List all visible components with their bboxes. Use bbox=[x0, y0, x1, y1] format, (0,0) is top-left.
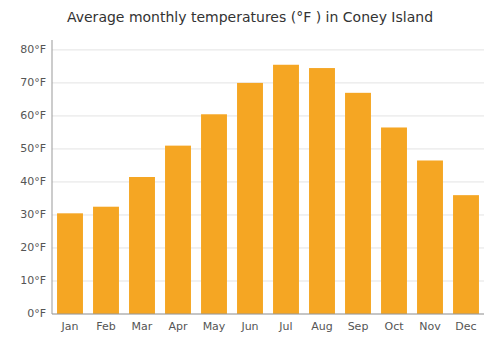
y-tick-label: 10°F bbox=[20, 274, 46, 287]
x-tick-label: May bbox=[203, 320, 226, 333]
bar bbox=[417, 160, 443, 314]
grid-line bbox=[52, 314, 484, 315]
y-axis-line bbox=[52, 40, 53, 314]
x-tick-label: Jan bbox=[61, 320, 79, 333]
y-tick-label: 0°F bbox=[27, 307, 46, 320]
bar bbox=[165, 146, 191, 314]
x-tick-labels: Jan Feb Mar Apr May Jun Jul Aug Sep Oct Nov Dec bbox=[61, 320, 477, 333]
bar bbox=[129, 177, 155, 314]
bar bbox=[309, 68, 335, 314]
x-tick-label: Apr bbox=[168, 320, 188, 333]
y-tick-label: 30°F bbox=[20, 208, 46, 221]
x-tick-label: Dec bbox=[455, 320, 476, 333]
x-axis-line bbox=[52, 314, 484, 315]
chart-svg: 0°F 10°F 20°F 30°F 40°F 50°F 60°F 70°F 80°F Jan Fe… bbox=[0, 0, 500, 350]
grid-line bbox=[52, 82, 484, 83]
x-tick-label: Jun bbox=[240, 320, 258, 333]
grid-line bbox=[52, 49, 484, 50]
x-tick-label: Aug bbox=[311, 320, 332, 333]
x-tick-label: Nov bbox=[419, 320, 441, 333]
bar bbox=[237, 83, 263, 314]
y-tick-label: 20°F bbox=[20, 241, 46, 254]
title: Average monthly temperatures (°F ) in Co… bbox=[67, 9, 433, 25]
y-tick-label: 70°F bbox=[20, 76, 46, 89]
y-tick-label: 80°F bbox=[20, 43, 46, 56]
x-tick-label: Jul bbox=[278, 320, 292, 333]
x-tick-label: Oct bbox=[384, 320, 404, 333]
x-tick-label: Sep bbox=[348, 320, 369, 333]
chart-container: 0°F 10°F 20°F 30°F 40°F 50°F 60°F 70°F 80°F Jan Fe… bbox=[0, 0, 500, 350]
y-tick-labels: 0°F 10°F 20°F 30°F 40°F 50°F 60°F 70°F 80°F bbox=[20, 43, 46, 320]
bar bbox=[381, 127, 407, 314]
x-tick-label: Mar bbox=[132, 320, 153, 333]
bar bbox=[453, 195, 479, 314]
y-grid bbox=[52, 50, 484, 314]
bar bbox=[345, 93, 371, 314]
grid-line bbox=[52, 148, 484, 149]
y-tick-label: 40°F bbox=[20, 175, 46, 188]
grid-line bbox=[52, 115, 484, 116]
x-tick-label: Feb bbox=[96, 320, 115, 333]
bars bbox=[57, 65, 479, 314]
y-tick-label: 50°F bbox=[20, 142, 46, 155]
y-tick-label: 60°F bbox=[20, 109, 46, 122]
bar bbox=[273, 65, 299, 314]
bar bbox=[93, 207, 119, 314]
bar bbox=[57, 213, 83, 314]
bar bbox=[201, 114, 227, 314]
